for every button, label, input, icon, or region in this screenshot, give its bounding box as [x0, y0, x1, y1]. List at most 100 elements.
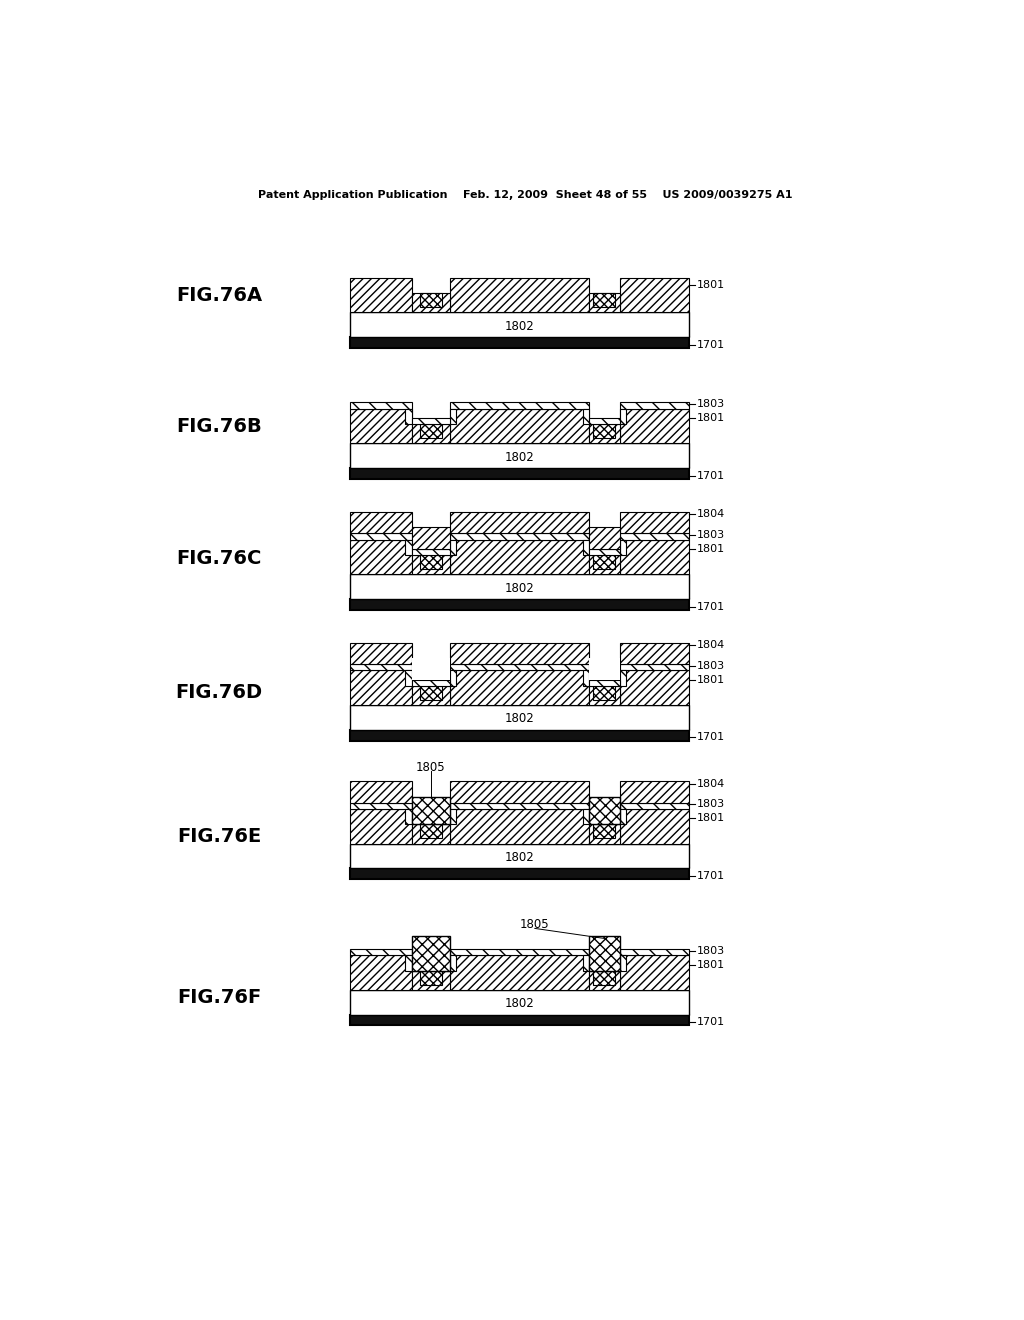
Text: 1804: 1804: [696, 510, 725, 519]
Bar: [350, 671, 412, 705]
Bar: [620, 956, 689, 990]
Text: 1801: 1801: [696, 813, 725, 824]
Text: 1803: 1803: [696, 661, 725, 671]
Bar: [420, 293, 441, 308]
Text: 1701: 1701: [696, 471, 725, 480]
Bar: [412, 418, 451, 424]
Text: FIG.76E: FIG.76E: [177, 826, 261, 846]
Bar: [350, 574, 689, 599]
Text: 1801: 1801: [696, 544, 725, 554]
Bar: [583, 809, 589, 825]
Bar: [589, 970, 620, 990]
Text: 1803: 1803: [696, 800, 725, 809]
Bar: [412, 965, 451, 970]
Bar: [620, 949, 689, 956]
Text: 1801: 1801: [696, 413, 725, 422]
Bar: [451, 671, 589, 705]
Bar: [583, 671, 589, 686]
Bar: [412, 549, 451, 554]
Bar: [412, 825, 451, 843]
Bar: [589, 549, 620, 554]
Bar: [406, 671, 412, 686]
Bar: [620, 956, 626, 970]
Text: 1802: 1802: [505, 998, 535, 1010]
Bar: [350, 869, 689, 879]
Bar: [589, 527, 620, 549]
Text: 1701: 1701: [696, 871, 725, 880]
Bar: [406, 409, 412, 424]
Bar: [420, 970, 441, 985]
Text: FIG.76B: FIG.76B: [176, 417, 262, 436]
Bar: [406, 956, 412, 970]
Bar: [620, 540, 689, 574]
Bar: [451, 809, 589, 843]
Bar: [412, 293, 451, 313]
Bar: [589, 424, 620, 444]
Bar: [412, 680, 451, 686]
Bar: [420, 554, 441, 569]
Text: 1802: 1802: [505, 851, 535, 865]
Bar: [451, 781, 589, 803]
Bar: [593, 970, 614, 985]
Text: FIG.76D: FIG.76D: [175, 682, 263, 701]
Bar: [451, 512, 589, 533]
Text: 1701: 1701: [696, 339, 725, 350]
Bar: [350, 809, 412, 843]
Bar: [350, 1015, 689, 1026]
Bar: [620, 403, 689, 409]
Text: 1701: 1701: [696, 602, 725, 611]
Bar: [620, 533, 689, 540]
Bar: [593, 424, 614, 438]
Bar: [589, 680, 620, 686]
Bar: [350, 533, 412, 540]
Bar: [620, 671, 626, 686]
Bar: [406, 540, 412, 554]
Bar: [350, 469, 689, 479]
Bar: [583, 540, 589, 554]
Text: 1802: 1802: [505, 582, 535, 594]
Bar: [583, 956, 589, 970]
Bar: [589, 686, 620, 705]
Text: 1805: 1805: [520, 917, 550, 931]
Bar: [406, 809, 412, 825]
Text: 1801: 1801: [696, 280, 725, 290]
Bar: [350, 956, 412, 990]
Text: Patent Application Publication    Feb. 12, 2009  Sheet 48 of 55    US 2009/00392: Patent Application Publication Feb. 12, …: [258, 190, 792, 199]
Text: FIG.76C: FIG.76C: [176, 549, 262, 569]
Bar: [620, 809, 689, 843]
Bar: [350, 843, 689, 869]
Bar: [412, 659, 451, 680]
Bar: [451, 533, 589, 540]
Text: 1802: 1802: [505, 713, 535, 726]
Text: 1805: 1805: [416, 760, 445, 774]
Bar: [451, 956, 589, 990]
Bar: [412, 970, 451, 990]
Bar: [412, 527, 451, 549]
Bar: [451, 277, 589, 313]
Bar: [620, 803, 689, 809]
Bar: [620, 643, 689, 664]
Bar: [451, 540, 457, 554]
Bar: [451, 540, 589, 574]
Bar: [589, 797, 620, 825]
Bar: [589, 418, 620, 424]
Bar: [350, 949, 412, 956]
Bar: [620, 540, 626, 554]
Bar: [350, 730, 689, 741]
Bar: [412, 686, 451, 705]
Bar: [350, 599, 689, 610]
Bar: [583, 409, 589, 424]
Bar: [451, 664, 589, 671]
Bar: [350, 403, 412, 409]
Text: 1801: 1801: [696, 960, 725, 970]
Bar: [620, 277, 689, 313]
Bar: [589, 818, 620, 825]
Bar: [350, 409, 412, 444]
Bar: [350, 643, 412, 664]
Bar: [350, 337, 689, 348]
Bar: [593, 825, 614, 838]
Bar: [412, 554, 451, 574]
Bar: [412, 818, 451, 825]
Bar: [589, 965, 620, 970]
Bar: [620, 809, 626, 825]
